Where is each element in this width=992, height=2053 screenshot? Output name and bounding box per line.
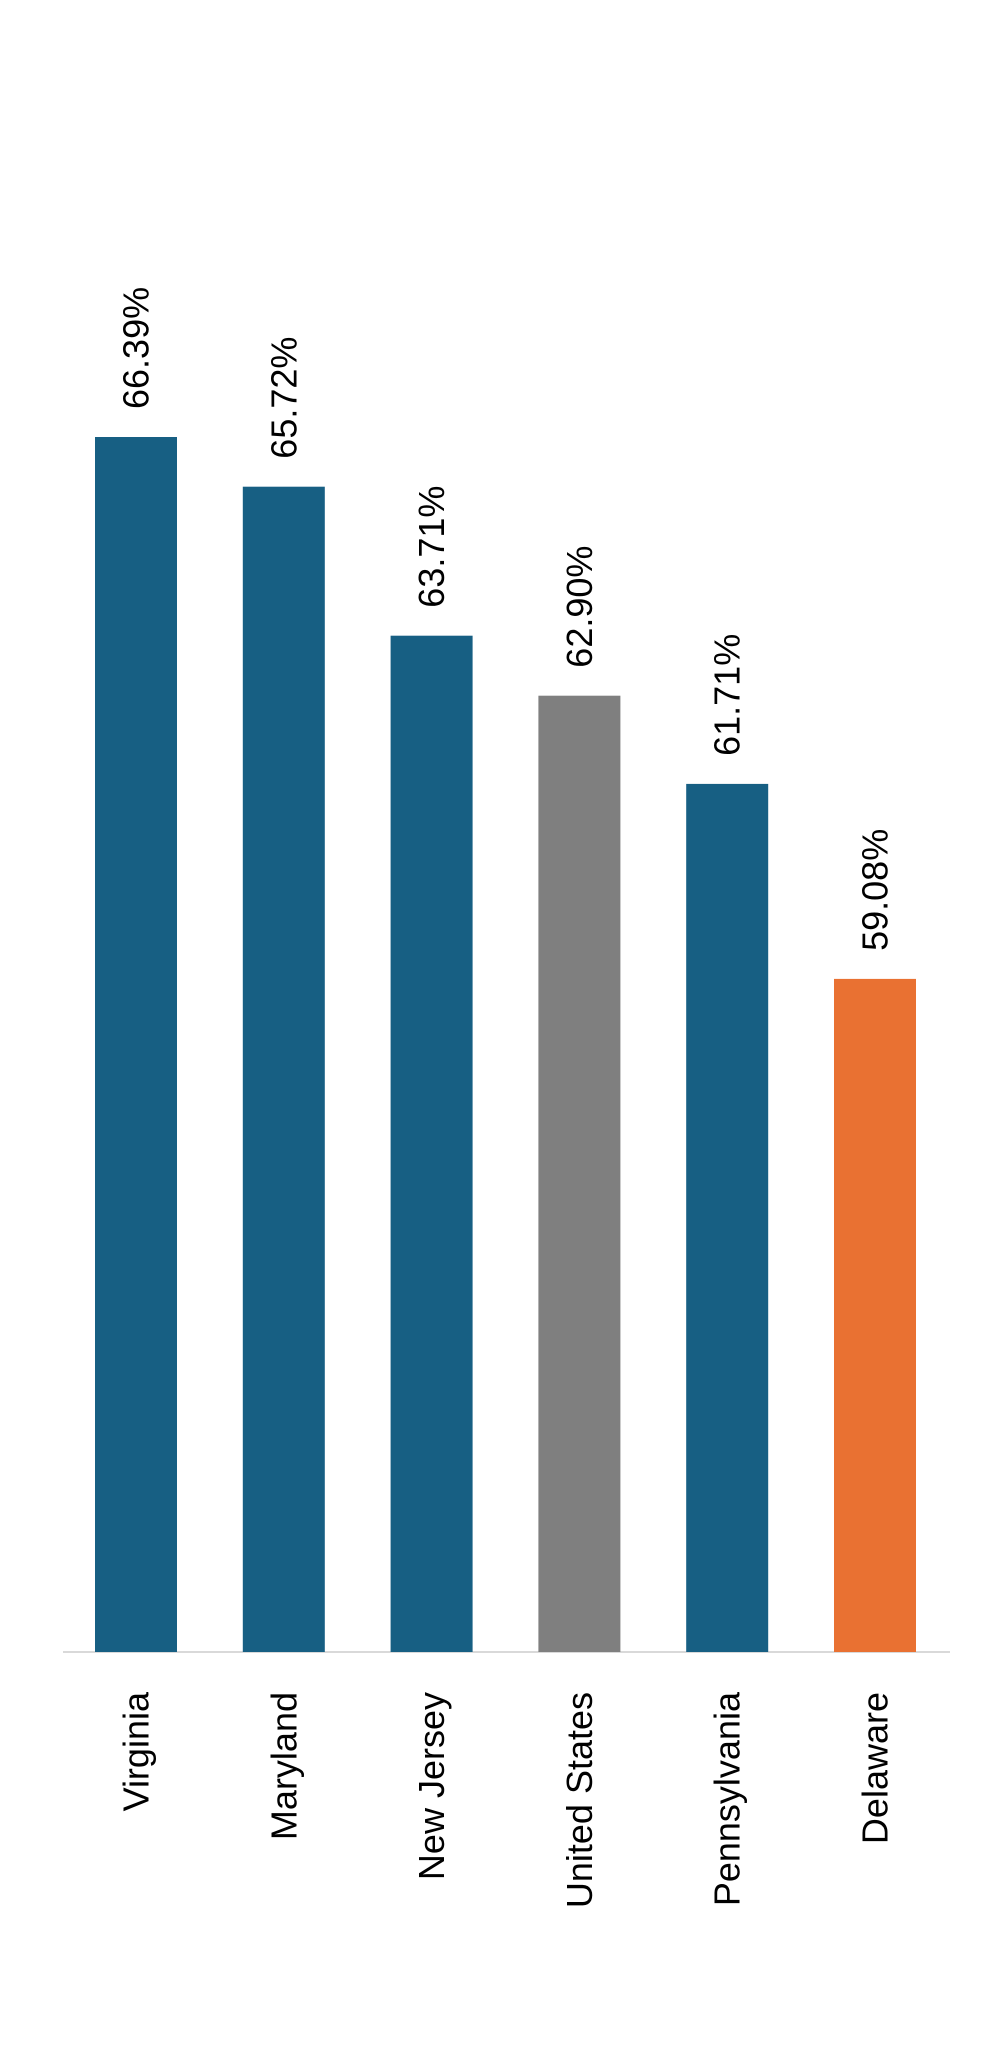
bar-pennsylvania — [686, 783, 769, 1652]
labels-layer: 66.39% Virginia 65.72% Maryland 63.71% New Je… — [116, 287, 896, 1908]
bars-layer — [95, 437, 916, 1653]
value-label: 61.71% — [707, 634, 748, 756]
category-label: Pennsylvania — [707, 1691, 748, 1906]
category-label: Virginia — [116, 1691, 157, 1811]
value-label: 65.72% — [263, 337, 304, 459]
category-label: United States — [559, 1692, 600, 1908]
bar-new-jersey — [390, 635, 473, 1652]
value-label: 63.71% — [411, 486, 452, 608]
value-label: 59.08% — [855, 829, 896, 951]
bar-delaware — [834, 978, 916, 1652]
category-label: Maryland — [263, 1692, 304, 1840]
category-label: Delaware — [855, 1692, 896, 1844]
bar-maryland — [242, 486, 325, 1653]
category-label: New Jersey — [411, 1692, 452, 1880]
value-label: 62.90% — [559, 546, 600, 668]
bar-united-states — [538, 695, 621, 1652]
bar-virginia — [95, 437, 177, 1652]
value-label: 66.39% — [116, 287, 157, 409]
